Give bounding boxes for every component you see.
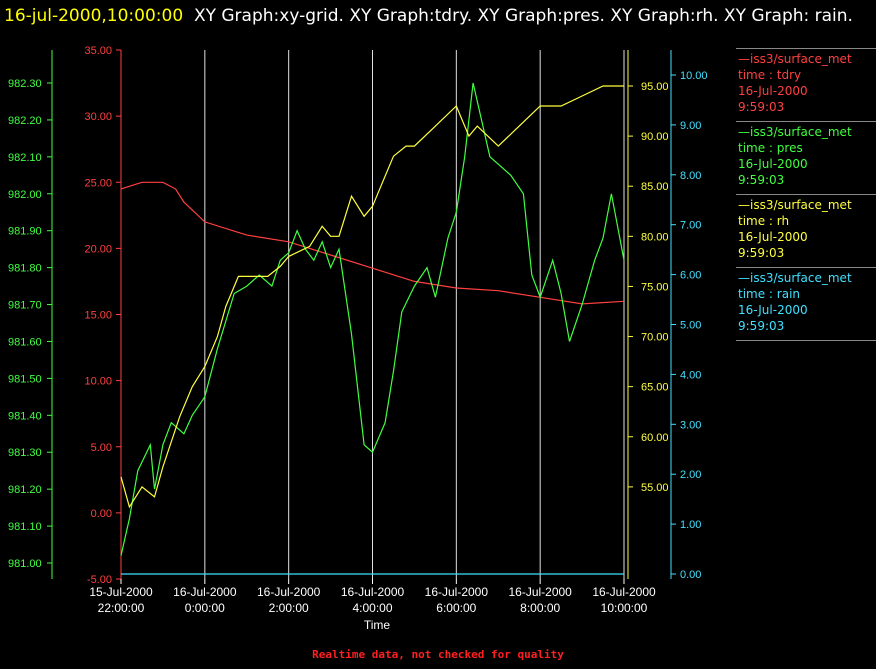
rain-tick-label: 5.00 — [680, 320, 701, 332]
pres-tick-label: 981.10 — [8, 521, 42, 533]
pres-series-line — [120, 82, 625, 556]
pres-tick-label: 981.90 — [8, 226, 42, 238]
tdry-tick-label: 30.00 — [84, 111, 112, 123]
legend-time: 9:59:03 — [738, 246, 785, 260]
pres-tick-label: 981.40 — [8, 410, 42, 422]
legend-entry-rain: —iss3/surface_met time : rain 16-Jul-200… — [736, 267, 876, 341]
rh-tick-label: 90.00 — [641, 131, 669, 143]
graph-title-bar: 16-jul-2000,10:00:00 XY Graph:xy-grid. X… — [4, 2, 864, 30]
tdry-tick-label: 25.00 — [84, 177, 112, 189]
tdry-tick-label: 0.00 — [91, 508, 112, 520]
rh-tick-label: 85.00 — [641, 181, 669, 193]
legend-source: —iss3/surface_met — [738, 198, 852, 212]
legend-field: time : rain — [738, 287, 801, 301]
x-tick-date: 16-Jul-2000 — [425, 585, 489, 599]
legend-date: 16-Jul-2000 — [738, 230, 808, 244]
rain-tick-label: 10.00 — [680, 70, 708, 82]
rh-tick-label: 55.00 — [641, 482, 669, 494]
legend-entry-pres: —iss3/surface_met time : pres 16-Jul-200… — [736, 121, 876, 194]
pres-tick-label: 982.30 — [8, 78, 42, 90]
legend-time: 9:59:03 — [738, 100, 785, 114]
rh-tick-label: 65.00 — [641, 382, 669, 394]
x-tick-time: 2:00:00 — [269, 601, 309, 615]
rh-tick-label: 75.00 — [641, 281, 669, 293]
rain-tick-label: 8.00 — [680, 170, 701, 182]
x-tick-time: 4:00:00 — [352, 601, 392, 615]
pres-tick-label: 981.80 — [8, 263, 42, 275]
legend-date: 16-Jul-2000 — [738, 157, 808, 171]
rh-tick-label: 95.00 — [641, 81, 669, 93]
legend-date: 16-Jul-2000 — [738, 84, 808, 98]
pres-tick-label: 982.00 — [8, 189, 42, 201]
quality-footer-note: Realtime data, not checked for quality — [312, 648, 564, 661]
legend-source: —iss3/surface_met — [738, 125, 852, 139]
pres-tick-label: 982.10 — [8, 152, 42, 164]
x-tick-time: 22:00:00 — [98, 601, 145, 615]
x-tick-time: 8:00:00 — [520, 601, 560, 615]
legend-date: 16-Jul-2000 — [738, 303, 808, 317]
tdry-tick-label: -5.00 — [87, 574, 112, 586]
graph-list-label: XY Graph:xy-grid. XY Graph:tdry. XY Grap… — [193, 6, 853, 26]
pres-tick-label: 981.30 — [8, 447, 42, 459]
timestamp-label: 16-jul-2000,10:00:00 — [4, 6, 184, 26]
x-tick-date: 16-Jul-2000 — [341, 585, 405, 599]
legend-time: 9:59:03 — [738, 173, 785, 187]
pres-tick-label: 981.20 — [8, 484, 42, 496]
x-tick-date: 16-Jul-2000 — [257, 585, 321, 599]
tdry-tick-label: 35.00 — [84, 45, 112, 57]
tdry-series-line — [120, 181, 625, 305]
rain-tick-label: 2.00 — [680, 469, 701, 481]
rain-tick-label: 6.00 — [680, 270, 701, 282]
rain-tick-label: 0.00 — [680, 569, 701, 581]
rh-tick-label: 70.00 — [641, 332, 669, 344]
pres-tick-label: 981.60 — [8, 336, 42, 348]
legend: —iss3/surface_met time : tdry 16-Jul-200… — [736, 48, 876, 341]
rain-tick-label: 3.00 — [680, 419, 701, 431]
legend-field: time : pres — [738, 141, 803, 155]
rh-tick-label: 60.00 — [641, 432, 669, 444]
rh-series-line — [120, 85, 624, 509]
rh-tick-label: 80.00 — [641, 231, 669, 243]
x-tick-date: 16-Jul-2000 — [173, 585, 237, 599]
x-tick-date: 16-Jul-2000 — [508, 585, 572, 599]
x-tick-date: 15-Jul-2000 — [89, 585, 153, 599]
rain-tick-label: 1.00 — [680, 519, 701, 531]
tdry-tick-label: 5.00 — [91, 442, 112, 454]
rain-tick-label: 4.00 — [680, 369, 701, 381]
rain-tick-label: 7.00 — [680, 220, 701, 232]
legend-entry-tdry: —iss3/surface_met time : tdry 16-Jul-200… — [736, 48, 876, 121]
legend-field: time : rh — [738, 214, 790, 228]
tdry-tick-label: 20.00 — [84, 243, 112, 255]
legend-source: —iss3/surface_met — [738, 52, 852, 66]
x-tick-time: 10:00:00 — [601, 601, 648, 615]
legend-time: 9:59:03 — [738, 319, 785, 333]
pres-tick-label: 982.20 — [8, 115, 42, 127]
tdry-tick-label: 10.00 — [84, 376, 112, 388]
x-tick-time: 0:00:00 — [185, 601, 225, 615]
pres-tick-label: 981.00 — [8, 558, 42, 570]
legend-source: —iss3/surface_met — [738, 271, 852, 285]
tdry-tick-label: 15.00 — [84, 310, 112, 322]
pres-tick-label: 981.70 — [8, 300, 42, 312]
rain-tick-label: 9.00 — [680, 120, 701, 132]
x-axis-label: Time — [364, 618, 391, 632]
x-tick-date: 16-Jul-2000 — [592, 585, 656, 599]
pres-tick-label: 981.50 — [8, 373, 42, 385]
legend-entry-rh: —iss3/surface_met time : rh 16-Jul-2000 … — [736, 194, 876, 267]
legend-field: time : tdry — [738, 68, 802, 82]
x-tick-time: 6:00:00 — [436, 601, 476, 615]
